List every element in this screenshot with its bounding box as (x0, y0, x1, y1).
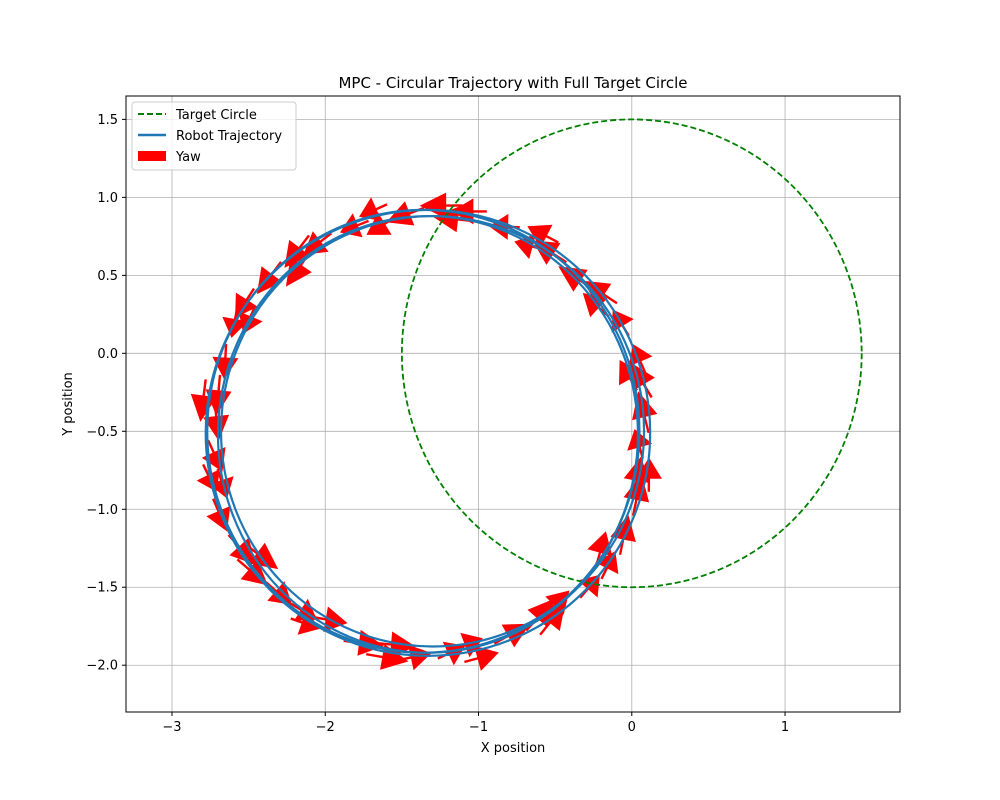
y-tick-label: −0.5 (86, 425, 118, 440)
target-circle (400, 118, 863, 589)
legend-box (131, 101, 297, 171)
yaw-arrow (623, 473, 650, 516)
yaw-arrow (290, 610, 320, 635)
x-tick-label: −1 (469, 720, 488, 735)
legend-trajectory-label: Robot Trajectory (176, 129, 282, 144)
yaw-arrow (340, 213, 369, 238)
yaw-arrow (359, 197, 388, 221)
yaw-arrow (635, 457, 662, 492)
yaw-arrow (205, 374, 232, 416)
x-tick-label: 0 (628, 720, 636, 735)
yaw-arrow (527, 224, 559, 248)
y-tick-label: 0.5 (97, 269, 118, 284)
y-tick-label: 1.0 (97, 191, 118, 206)
plot-area (126, 96, 900, 712)
robot-trajectory-loop (219, 214, 646, 648)
yaw-arrow (453, 632, 483, 658)
yaw-arrow (208, 468, 234, 499)
yaw-arrow (464, 645, 499, 671)
y-axis-label: Y position (61, 372, 76, 437)
y-tick-label: −2.0 (86, 659, 118, 674)
yaw-arrow (212, 344, 239, 380)
yaw-arrow (451, 198, 487, 225)
legend-yaw-swatch (138, 151, 166, 161)
robot-trajectory-loop (204, 208, 652, 657)
yaw-arrow (366, 644, 409, 670)
yaw-arrow (190, 379, 217, 422)
axis-ticks: −3 −2 −1 0 1 1.5 1.0 0.5 0.0 −0.5 −1.0 −1.5 −2.0 (86, 113, 789, 735)
legend-target-label: Target Circle (175, 108, 257, 123)
yaw-arrow (366, 212, 397, 235)
legend-yaw-label: Yaw (175, 150, 201, 165)
yaw-arrow (419, 192, 463, 219)
yaw-arrow (587, 531, 613, 567)
y-tick-label: 1.5 (97, 113, 118, 128)
x-tick-label: −2 (316, 720, 335, 735)
yaw-arrow (375, 631, 416, 658)
chart-title: MPC - Circular Trajectory with Full Targ… (338, 74, 687, 92)
data-layer (190, 118, 863, 671)
y-tick-label: −1.5 (86, 581, 118, 596)
yaw-arrow (623, 456, 650, 496)
x-tick-label: 1 (781, 720, 789, 735)
yaw-arrow (539, 603, 565, 636)
x-axis-label: X position (481, 741, 546, 756)
plot-frame (125, 95, 901, 713)
yaw-arrow (397, 644, 432, 671)
yaw-arrow (203, 400, 230, 441)
y-tick-label: 0.0 (97, 347, 118, 362)
yaw-arrow (303, 231, 333, 255)
x-tick-label: −3 (162, 720, 181, 735)
y-tick-label: −1.0 (86, 503, 118, 518)
legend: Target Circle Robot Trajectory Yaw (131, 101, 297, 171)
grid-lines (126, 96, 900, 712)
